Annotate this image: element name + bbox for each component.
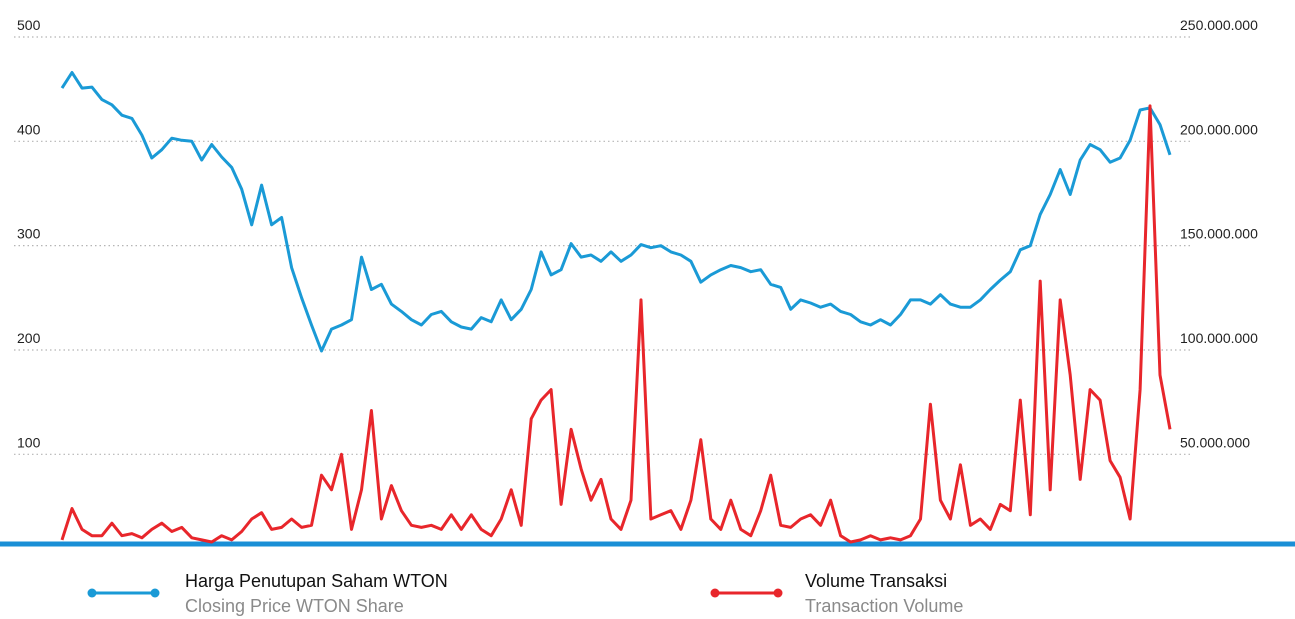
legend-dot [710, 588, 720, 598]
legend-sublabel: Transaction Volume [805, 596, 963, 616]
legend-dot [150, 588, 160, 598]
legend-label: Volume Transaksi [805, 571, 947, 591]
y2-tick-label: 100.000.000 [1180, 330, 1258, 346]
y-tick-label: 500 [17, 17, 41, 33]
legend-dot [87, 588, 97, 598]
legend-sublabel: Closing Price WTON Share [185, 596, 404, 616]
y-tick-label: 300 [17, 226, 41, 242]
series-line [60, 104, 1172, 544]
y2-tick-label: 250.000.000 [1180, 17, 1258, 33]
series-line [60, 71, 1172, 353]
y2-tick-label: 50.000.000 [1180, 434, 1250, 450]
y2-tick-label: 150.000.000 [1180, 226, 1258, 242]
legend-label: Harga Penutupan Saham WTON [185, 571, 448, 591]
legend: Harga Penutupan Saham WTON Closing Price … [87, 571, 963, 616]
legend-dot [773, 588, 783, 598]
y-tick-label: 200 [17, 330, 41, 346]
y-tick-label: 100 [17, 434, 41, 450]
y-tick-label: 400 [17, 121, 41, 137]
y2-tick-label: 200.000.000 [1180, 121, 1258, 137]
